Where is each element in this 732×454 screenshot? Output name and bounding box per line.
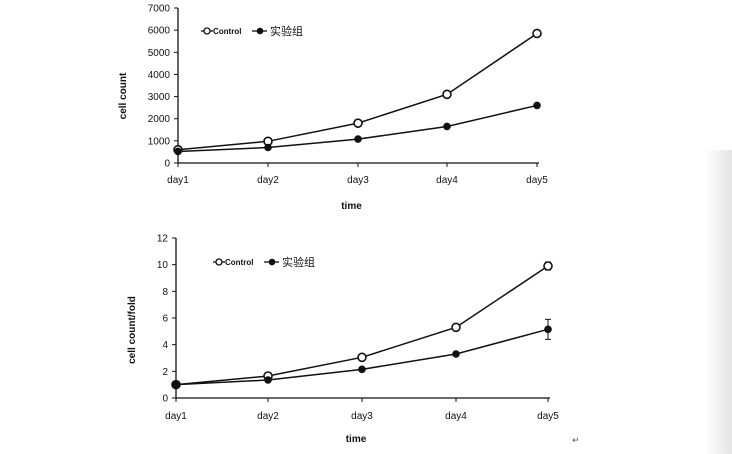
legend-label-experimental: 实验组	[282, 255, 315, 269]
data-point	[443, 122, 451, 131]
legend-label-control: Control	[225, 258, 253, 267]
series-line	[177, 32, 538, 151]
y-tick-label: 2000	[148, 114, 171, 125]
data-point	[452, 350, 460, 358]
x-axis-title: time	[346, 434, 367, 445]
data-point	[533, 101, 541, 110]
legend-marker-experimental	[256, 27, 264, 35]
series-experimental	[172, 318, 552, 389]
series-control	[173, 28, 542, 155]
data-point	[532, 28, 542, 39]
x-tick-label: day1	[167, 175, 189, 186]
y-tick-label: 4000	[148, 70, 171, 81]
x-tick-label: day4	[445, 411, 467, 422]
x-tick-label: day5	[537, 411, 559, 422]
page-edge-shadow	[704, 150, 732, 454]
legend-marker-control	[203, 27, 211, 35]
data-point	[358, 365, 366, 374]
legend-marker-control	[215, 258, 223, 266]
data-point	[264, 376, 272, 384]
data-point	[353, 118, 363, 128]
y-tick-label: 0	[162, 394, 168, 405]
legend-label-control: Control	[213, 27, 241, 36]
data-point	[442, 89, 452, 100]
x-tick-label: day3	[351, 411, 373, 422]
data-point	[264, 143, 272, 152]
data-point	[543, 261, 553, 271]
data-point	[172, 380, 180, 389]
y-tick-label: 10	[157, 260, 169, 271]
data-point	[544, 325, 552, 334]
legend-label-experimental: 实验组	[270, 24, 303, 38]
y-tick-label: 8	[162, 287, 168, 298]
legend-marker-experimental	[268, 258, 276, 266]
y-axis-title: cell count	[118, 72, 129, 119]
x-axis-title: time	[341, 201, 362, 212]
y-tick-label: 2	[162, 367, 168, 378]
chart-1: 0 1000 2000 3000 4000 5000 6000 7000 day1 day2 day…	[118, 4, 548, 213]
y-tick-label: 6000	[148, 26, 171, 37]
x-tick-label: day4	[436, 175, 458, 186]
data-point	[354, 135, 362, 143]
legend: Control 实验组	[201, 24, 303, 38]
x-tick-label: day2	[257, 411, 279, 422]
paragraph-return-mark: ↵	[572, 436, 580, 446]
y-tick-label: 1000	[148, 136, 171, 147]
y-tick-label: 6	[162, 314, 168, 325]
data-point	[357, 352, 367, 363]
data-point	[451, 322, 461, 333]
y-tick-label: 3000	[148, 92, 171, 103]
y-tick-label: 12	[157, 234, 169, 245]
y-tick-label: 0	[164, 159, 170, 170]
legend: Control 实验组	[213, 255, 315, 269]
y-tick-label: 7000	[148, 4, 171, 15]
x-tick-label: day2	[257, 175, 279, 186]
y-tick-label: 5000	[148, 48, 171, 59]
y-axis-title: cell count/fold	[127, 296, 138, 364]
x-tick-label: day5	[526, 175, 548, 186]
data-point	[174, 147, 182, 156]
y-tick-label: 4	[162, 340, 168, 351]
x-tick-label: day3	[347, 175, 369, 186]
chart-2: 0 2 4 6 8 10 12 day1 day2 day3 day4 day5 time cell co…	[127, 234, 559, 446]
x-tick-label: day1	[165, 411, 187, 422]
series-experimental	[174, 101, 541, 156]
